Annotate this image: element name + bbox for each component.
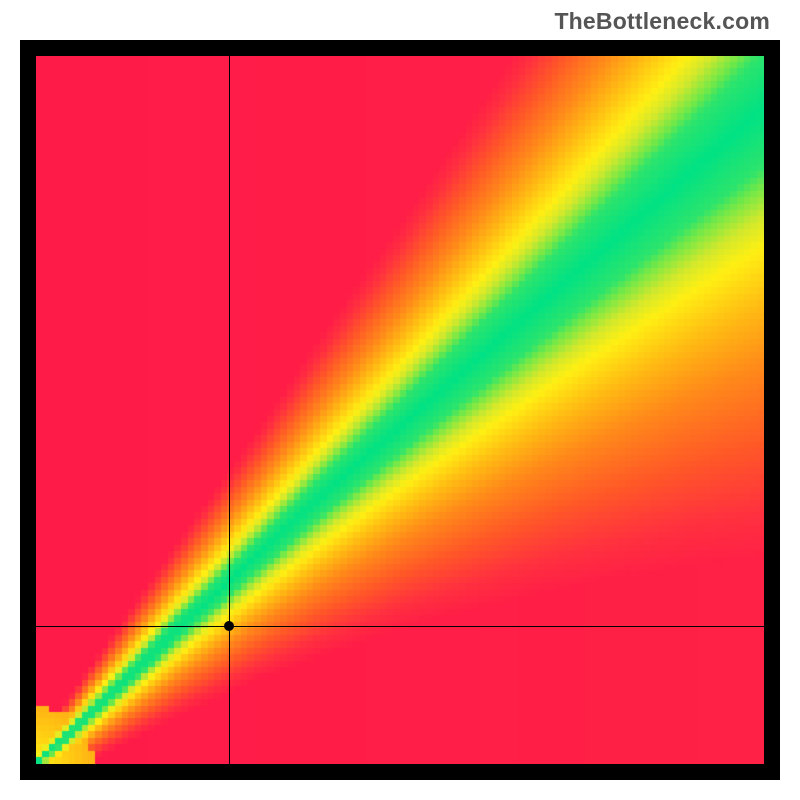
attribution-text: TheBottleneck.com [554,8,770,35]
marker-dot [224,621,234,631]
crosshair-vertical [229,56,230,764]
plot-area [36,56,764,764]
chart-container: TheBottleneck.com [0,0,800,800]
chart-frame [20,40,780,780]
crosshair-horizontal [36,626,764,627]
heatmap-canvas [36,56,764,764]
